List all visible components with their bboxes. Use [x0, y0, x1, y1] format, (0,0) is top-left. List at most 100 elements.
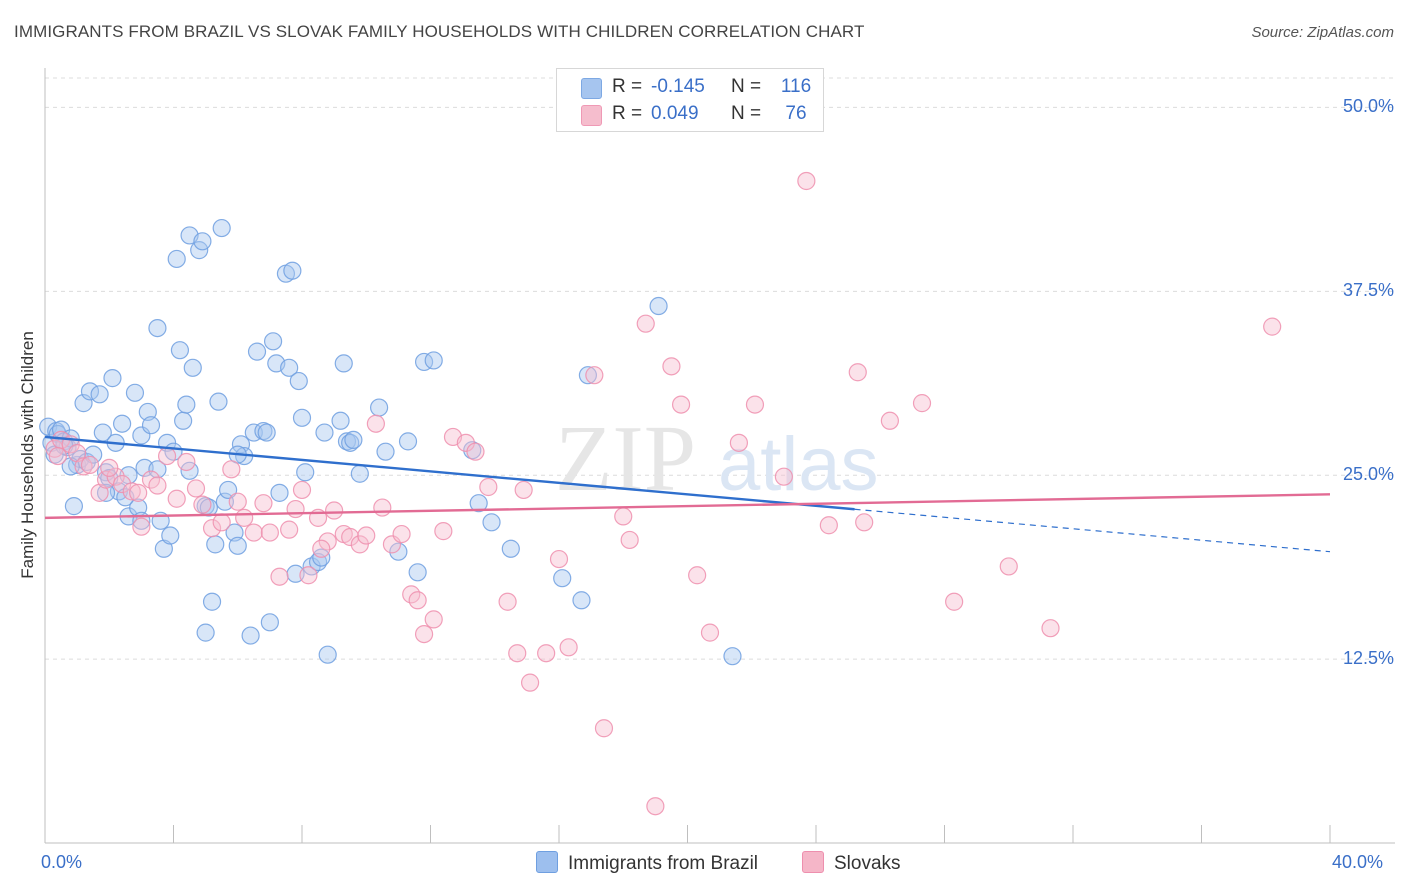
slovaks-legend-swatch — [802, 851, 824, 873]
brazil-point — [228, 536, 247, 555]
points-layer — [39, 171, 1282, 816]
brazil-point — [341, 433, 360, 452]
brazil-point — [125, 383, 145, 402]
brazil-point — [280, 358, 299, 377]
brazil-point — [206, 535, 225, 554]
brazil-point — [469, 494, 488, 513]
slovaks-point — [157, 446, 177, 466]
brazil-legend-swatch — [536, 851, 558, 873]
slovaks-point — [260, 523, 279, 542]
slovaks-point — [700, 623, 720, 642]
slovaks-point — [286, 499, 305, 519]
slovaks-point — [48, 446, 67, 466]
slovaks-point — [292, 480, 312, 500]
slovaks-point — [177, 452, 196, 472]
brazil-point — [170, 341, 190, 360]
y-tick-label: 37.5% — [1342, 280, 1394, 301]
slovaks-point — [514, 480, 533, 500]
brazil-point — [231, 435, 251, 454]
r-value: 0.049 — [651, 103, 699, 124]
slovaks-point — [646, 797, 665, 816]
brazil-point — [572, 591, 591, 610]
chart-title: IMMIGRANTS FROM BRAZIL VS SLOVAK FAMILY … — [14, 22, 865, 41]
slovaks-point — [466, 442, 485, 461]
slovaks-point — [129, 483, 148, 502]
y-tick-label: 50.0% — [1342, 96, 1394, 117]
brazil-point — [174, 411, 193, 430]
brazil-point — [350, 464, 369, 483]
slovaks-point — [373, 498, 392, 517]
slovaks-point — [774, 467, 793, 486]
slovaks-point — [912, 394, 932, 413]
slovaks-point — [244, 523, 263, 542]
slovaks-point — [594, 719, 614, 738]
brazil-point — [292, 408, 312, 427]
brazil-point — [193, 232, 212, 251]
slovaks-point — [585, 366, 604, 385]
brazil-point — [244, 423, 263, 442]
brazil-point — [315, 423, 334, 442]
brazil-point — [260, 613, 279, 632]
slovaks-point — [999, 557, 1018, 576]
brazil-legend-label: Immigrants from Brazil — [568, 853, 759, 874]
slovaks-point — [520, 673, 540, 692]
slovaks-point — [132, 517, 151, 536]
slovaks-point — [80, 455, 100, 475]
brazil-point — [202, 592, 222, 611]
brazil-point — [283, 261, 302, 280]
brazil-point — [331, 411, 350, 430]
slovaks-point — [202, 519, 222, 538]
n-value: 116 — [780, 76, 812, 97]
slovaks-legend-label: Slovaks — [834, 853, 901, 874]
brazil-point — [389, 542, 408, 561]
brazil-point — [103, 369, 122, 388]
brazil-point — [501, 539, 520, 558]
brazil-point — [96, 483, 116, 502]
brazil-point — [90, 385, 109, 404]
brazil-trend-line — [44, 435, 855, 511]
brazil-trend-extension — [854, 508, 1331, 553]
brazil-point — [148, 318, 167, 338]
brazil-point — [424, 351, 443, 370]
watermark-zip: ZIP — [555, 407, 696, 511]
slovaks-point — [479, 477, 498, 497]
slovaks-point — [424, 610, 443, 629]
slovaks-points — [45, 171, 1282, 816]
slovaks-point — [662, 357, 681, 376]
slovaks-point — [357, 526, 376, 545]
slovaks-point — [112, 474, 132, 494]
slovaks-point — [508, 644, 527, 663]
y-axis-label: Family Households with Children — [18, 331, 37, 579]
trend-layer — [44, 435, 1331, 553]
slovaks-point — [186, 479, 206, 498]
slovaks-point — [122, 482, 141, 501]
slovaks-point — [434, 522, 453, 541]
brazil-point — [148, 460, 167, 479]
brazil-point — [482, 513, 501, 532]
n-value: 76 — [785, 103, 807, 124]
legend-item-slovaks[interactable]: Slovaks — [802, 851, 901, 875]
brazil-point — [723, 647, 742, 666]
y-tick-label: 12.5% — [1342, 648, 1394, 669]
slovaks-swatch — [581, 105, 602, 126]
slovaks-point — [945, 592, 964, 611]
n-label: N = — [731, 103, 762, 124]
slovaks-point — [228, 492, 247, 511]
brazil-point — [334, 354, 353, 373]
slovaks-trend-line — [44, 493, 1331, 520]
slovaks-point — [148, 476, 167, 495]
slovaks-point — [100, 458, 119, 477]
legend-item-brazil[interactable]: Immigrants from Brazil — [536, 851, 758, 875]
x-tick-label: 40.0% — [1332, 852, 1384, 872]
y-tick-label: 25.0% — [1342, 464, 1394, 485]
slovaks-point — [614, 507, 633, 526]
slovaks-point — [167, 489, 186, 508]
slovaks-point — [341, 527, 360, 547]
brazil-point — [553, 569, 572, 588]
slovaks-point — [1041, 619, 1060, 638]
x-tick-label: 0.0% — [41, 852, 83, 872]
slovaks-point — [325, 501, 344, 520]
brazil-point — [161, 526, 180, 545]
slovaks-point — [74, 457, 93, 476]
brazil-swatch — [581, 78, 602, 99]
